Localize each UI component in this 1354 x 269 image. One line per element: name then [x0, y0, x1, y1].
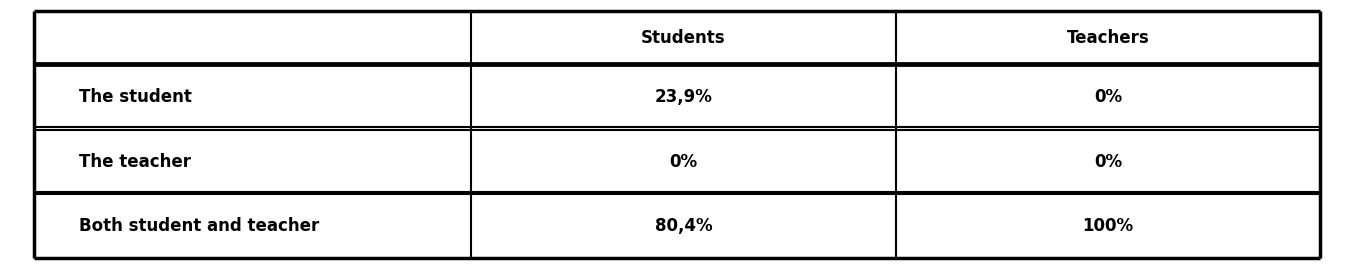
Text: Students: Students	[642, 29, 726, 47]
Text: Both student and teacher: Both student and teacher	[80, 217, 320, 235]
Text: The teacher: The teacher	[80, 153, 191, 171]
Text: 0%: 0%	[1094, 89, 1122, 106]
Text: 0%: 0%	[1094, 153, 1122, 171]
Text: 80,4%: 80,4%	[654, 217, 712, 235]
Text: 23,9%: 23,9%	[654, 89, 712, 106]
Text: 0%: 0%	[669, 153, 697, 171]
Text: The student: The student	[80, 89, 192, 106]
Text: Teachers: Teachers	[1067, 29, 1150, 47]
Text: 100%: 100%	[1082, 217, 1133, 235]
